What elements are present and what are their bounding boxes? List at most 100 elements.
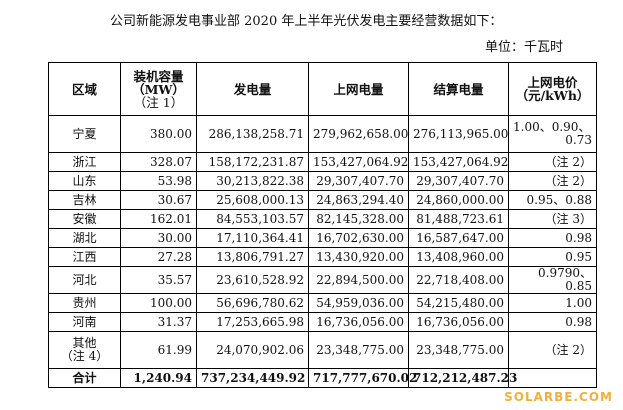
watermark-logo: SOLARBE.COM — [504, 390, 613, 404]
table-total-row: 合计 1,240.94 737,234,449.92 717,777,670.0… — [48, 368, 597, 388]
total-capacity: 1,240.94 — [120, 368, 197, 388]
cell-grid: 82,145,328.00 — [308, 209, 409, 229]
unit-label: 单位：千瓦时 — [484, 40, 563, 55]
total-settlement: 712,212,487.23 — [408, 368, 517, 388]
cell-price: 0.98 — [508, 312, 597, 332]
cell-price: 0.98 — [508, 228, 597, 248]
cell-price: （注 2） — [508, 171, 597, 191]
cell-settlement: 16,587,647.00 — [408, 228, 509, 248]
total-grid: 717,777,670.02 — [308, 368, 417, 388]
cell-capacity: 30.67 — [120, 190, 197, 210]
cell-region: 浙江 — [48, 152, 121, 172]
cell-grid: 54,959,036.00 — [308, 293, 409, 313]
cell-generation: 56,696,780.62 — [196, 293, 309, 313]
cell-settlement: 24,860,000.00 — [408, 190, 509, 210]
header-capacity-line3: （注 1） — [133, 94, 184, 110]
cell-grid: 22,894,500.00 — [308, 266, 409, 294]
header-capacity-line2: （MW） — [132, 81, 185, 97]
intro-text: 公司新能源发电事业部 2020 年上半年光伏发电主要经营数据如下： — [110, 14, 503, 29]
cell-generation: 84,553,103.57 — [196, 209, 309, 229]
table-row: 安徽 162.01 84,553,103.57 82,145,328.00 81… — [48, 209, 597, 229]
cell-price: （注 2） — [508, 152, 597, 172]
cell-settlement: 22,718,408.00 — [408, 266, 509, 294]
cell-grid: 16,702,630.00 — [308, 228, 409, 248]
cell-capacity: 27.28 — [120, 247, 197, 267]
cell-settlement: 29,307,407.70 — [408, 171, 509, 191]
cell-region: 山东 — [48, 171, 121, 191]
operating-data-table: 区域 装机容量 （MW） （注 1） 发电量 上网电量 结算电量 上网电价 （元… — [48, 62, 597, 388]
table-row: 宁夏 380.00 286,138,258.71 279,962,658.00 … — [48, 115, 597, 153]
cell-price: 0.95 — [508, 247, 597, 267]
cell-price: 0.95、0.88 — [508, 190, 597, 210]
cell-grid: 29,307,407.70 — [308, 171, 409, 191]
cell-grid: 23,348,775.00 — [308, 331, 409, 369]
header-price-line2: （元/kWh） — [515, 88, 590, 103]
cell-generation: 17,253,665.98 — [196, 312, 309, 332]
table-row: 吉林 30.67 25,608,000.13 24,863,294.40 24,… — [48, 190, 597, 210]
header-capacity: 装机容量 （MW） （注 1） — [120, 62, 197, 116]
cell-price: （注 3） — [508, 209, 597, 229]
table-row: 其他 （注 4） 61.99 24,070,902.06 23,348,775.… — [48, 331, 597, 369]
table-row: 贵州 100.00 56,696,780.62 54,959,036.00 54… — [48, 293, 597, 313]
cell-region-line1: 其他 — [72, 336, 97, 350]
cell-price-line1: 1.00、0.90、 — [513, 120, 591, 134]
cell-generation: 158,172,231.87 — [196, 152, 309, 172]
cell-generation: 25,608,000.13 — [196, 190, 309, 210]
cell-capacity: 53.98 — [120, 171, 197, 191]
cell-region: 宁夏 — [48, 115, 121, 153]
table-row: 河南 31.37 17,253,665.98 16,736,056.00 16,… — [48, 312, 597, 332]
header-capacity-line1: 装机容量 — [133, 68, 184, 84]
table-row: 浙江 328.07 158,172,231.87 153,427,064.92 … — [48, 152, 597, 172]
header-price-line1: 上网电价 — [527, 75, 578, 90]
cell-capacity: 328.07 — [120, 152, 197, 172]
cell-generation: 17,110,364.41 — [196, 228, 309, 248]
cell-settlement: 81,488,723.61 — [408, 209, 509, 229]
header-region: 区域 — [48, 62, 121, 116]
cell-generation: 30,213,822.38 — [196, 171, 309, 191]
table-row: 山东 53.98 30,213,822.38 29,307,407.70 29,… — [48, 171, 597, 191]
cell-capacity: 380.00 — [120, 115, 197, 153]
cell-generation: 23,610,528.92 — [196, 266, 309, 294]
header-grid: 上网电量 — [308, 62, 409, 116]
cell-grid: 153,427,064.92 — [308, 152, 409, 172]
table-row: 河北 35.57 23,610,528.92 22,894,500.00 22,… — [48, 266, 597, 294]
cell-settlement: 13,408,960.00 — [408, 247, 509, 267]
cell-region: 吉林 — [48, 190, 121, 210]
header-generation: 发电量 — [196, 62, 309, 116]
cell-generation: 24,070,902.06 — [196, 331, 309, 369]
table-row: 江西 27.28 13,806,791.27 13,430,920.00 13,… — [48, 247, 597, 267]
cell-generation: 286,138,258.71 — [196, 115, 309, 153]
cell-capacity: 35.57 — [120, 266, 197, 294]
cell-price-line2: 0.73 — [565, 133, 592, 147]
cell-price: 1.00、0.90、 0.73 — [508, 115, 597, 153]
total-generation: 737,234,449.92 — [196, 368, 309, 388]
cell-region: 河南 — [48, 312, 121, 332]
cell-region: 贵州 — [48, 293, 121, 313]
cell-region: 安徽 — [48, 209, 121, 229]
cell-grid: 279,962,658.00 — [308, 115, 409, 153]
cell-region: 其他 （注 4） — [48, 331, 121, 369]
cell-grid: 16,736,056.00 — [308, 312, 409, 332]
cell-settlement: 54,215,480.00 — [408, 293, 509, 313]
header-price: 上网电价 （元/kWh） — [508, 62, 597, 116]
cell-grid: 24,863,294.40 — [308, 190, 409, 210]
cell-grid: 13,430,920.00 — [308, 247, 409, 267]
header-settlement: 结算电量 — [408, 62, 509, 116]
cell-capacity: 162.01 — [120, 209, 197, 229]
total-price — [508, 368, 597, 388]
cell-settlement: 276,113,965.00 — [408, 115, 509, 153]
cell-settlement: 23,348,775.00 — [408, 331, 509, 369]
table-row: 湖北 30.00 17,110,364.41 16,702,630.00 16,… — [48, 228, 597, 248]
cell-settlement: 153,427,064.92 — [408, 152, 509, 172]
cell-region-line2: （注 4） — [60, 349, 109, 363]
cell-settlement: 16,736,056.00 — [408, 312, 509, 332]
cell-capacity: 30.00 — [120, 228, 197, 248]
cell-region: 江西 — [48, 247, 121, 267]
cell-capacity: 100.00 — [120, 293, 197, 313]
cell-price: （注 2） — [508, 331, 597, 369]
cell-price: 1.00 — [508, 293, 597, 313]
cell-region: 湖北 — [48, 228, 121, 248]
cell-capacity: 61.99 — [120, 331, 197, 369]
table-header-row: 区域 装机容量 （MW） （注 1） 发电量 上网电量 结算电量 上网电价 （元… — [48, 62, 597, 116]
cell-capacity: 31.37 — [120, 312, 197, 332]
